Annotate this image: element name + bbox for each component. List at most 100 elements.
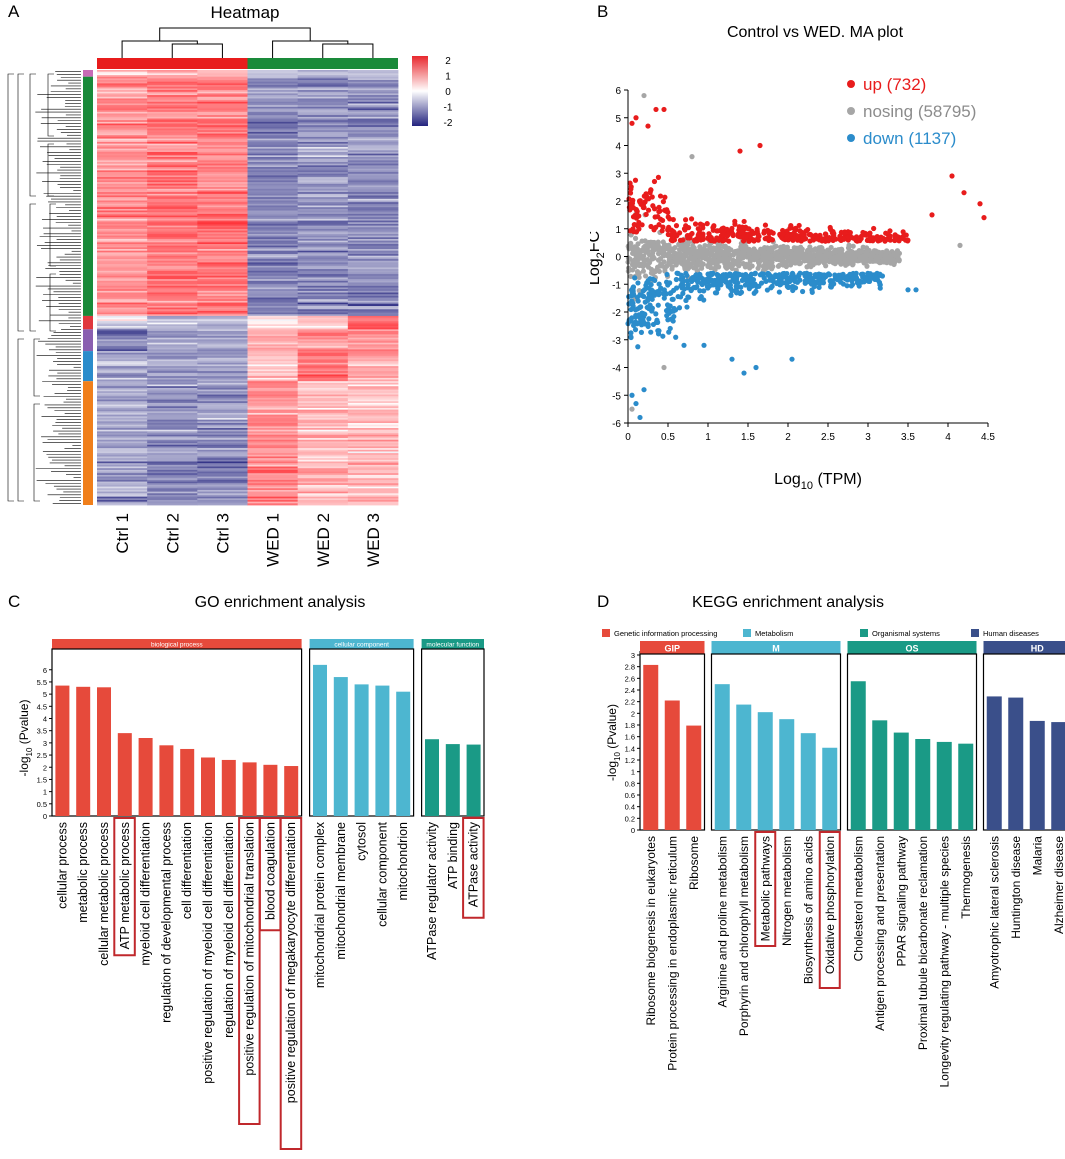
up-point xyxy=(888,233,893,238)
category-label: ATP metabolic process xyxy=(118,822,132,949)
row-dendrogram xyxy=(8,71,81,503)
y-tick-label: 2.5 xyxy=(37,751,47,760)
down-point xyxy=(626,319,631,324)
up-point xyxy=(746,232,751,237)
dendrogram-link xyxy=(34,404,40,501)
down-point xyxy=(646,286,651,291)
up-point xyxy=(656,209,661,214)
up-point xyxy=(893,233,898,238)
down-point xyxy=(822,272,827,277)
category-label: Ribosome biogenesis in eukaryotes xyxy=(644,836,658,1025)
up-point xyxy=(746,226,751,231)
up-point xyxy=(763,223,768,228)
category-label: cellular component xyxy=(375,821,389,926)
nosing-point xyxy=(644,262,649,267)
up-point xyxy=(651,227,656,232)
nosing-point xyxy=(850,251,855,256)
heatmap-cell xyxy=(147,503,198,505)
down-point xyxy=(828,278,833,283)
x-tick-label: 3.5 xyxy=(901,432,915,443)
y-tick-label: -4 xyxy=(612,364,621,375)
nosing-point xyxy=(769,265,774,270)
bar xyxy=(1030,721,1045,830)
up-point xyxy=(652,206,657,211)
bar xyxy=(180,749,194,816)
nosing-point xyxy=(859,248,864,253)
up-point xyxy=(714,235,719,240)
nosing-point xyxy=(839,247,844,252)
up-point xyxy=(674,223,679,228)
down-point xyxy=(809,281,814,286)
group-header-label-2: OS xyxy=(905,644,918,654)
category-label: regulation of myeloid cell differentiati… xyxy=(222,822,236,1038)
row-cluster-3 xyxy=(83,329,93,351)
y-tick-label: 0 xyxy=(615,253,621,264)
up-point xyxy=(689,231,694,236)
down-point xyxy=(859,272,864,277)
legend-label-1: Metabolism xyxy=(755,629,793,638)
nosing-point xyxy=(694,251,699,256)
up-point xyxy=(977,201,982,206)
category-label: myeloid cell differentiation xyxy=(139,822,153,966)
down-point xyxy=(844,283,849,288)
down-point xyxy=(765,287,770,292)
up-point xyxy=(848,234,853,239)
group-box-1 xyxy=(712,654,841,830)
x-tick-label: 4 xyxy=(945,432,951,443)
bar xyxy=(937,742,952,830)
heatmap-title: Heatmap xyxy=(211,3,280,22)
category-label: positive regulation of megakaryocyte dif… xyxy=(284,822,298,1103)
nosing-point xyxy=(628,241,633,246)
up-point xyxy=(828,227,833,232)
up-point xyxy=(693,221,698,226)
category-label: Proximal tubule bicarbonate reclamation xyxy=(916,836,930,1050)
category-label: PPAR signaling pathway xyxy=(894,836,908,967)
category-label: cell differentiation xyxy=(180,822,194,919)
up-point xyxy=(638,202,643,207)
up-point xyxy=(780,228,785,233)
down-point xyxy=(847,272,852,277)
up-point xyxy=(905,238,910,243)
up-point xyxy=(634,229,639,234)
down-point xyxy=(770,284,775,289)
nosing-point xyxy=(712,257,717,262)
down-point xyxy=(639,330,644,335)
category-label: Alzheimer disease xyxy=(1052,836,1065,934)
up-point xyxy=(629,184,634,189)
down-point xyxy=(633,401,638,406)
up-point xyxy=(792,235,797,240)
dendrogram-link xyxy=(30,74,36,196)
down-point xyxy=(787,279,792,284)
nosing-point xyxy=(846,257,851,262)
nosing-point xyxy=(816,260,821,265)
up-point xyxy=(755,227,760,232)
x-axis-title: Log10 (TPM) xyxy=(774,471,862,492)
nosing-point xyxy=(639,239,644,244)
down-point xyxy=(674,277,679,282)
legend-marker-down xyxy=(847,134,855,142)
down-point xyxy=(743,282,748,287)
up-point xyxy=(708,238,713,243)
nosing-point xyxy=(701,261,706,266)
category-label: mitochondrion xyxy=(396,822,410,901)
down-point xyxy=(652,278,657,283)
down-point xyxy=(656,331,661,336)
nosing-point xyxy=(710,248,715,253)
nosing-point xyxy=(776,264,781,269)
x-tick-label: 4.5 xyxy=(981,432,995,443)
down-point xyxy=(640,320,645,325)
down-point xyxy=(836,276,841,281)
category-label: Ribosome xyxy=(687,836,701,890)
down-point xyxy=(637,415,642,420)
y-tick-label: 5 xyxy=(615,114,621,125)
up-point xyxy=(770,237,775,242)
down-point xyxy=(768,274,773,279)
category-label: regulation of developmental process xyxy=(159,822,173,1023)
nosing-point xyxy=(756,260,761,265)
row-cluster-2 xyxy=(83,316,93,329)
group-header-label-0: GIP xyxy=(664,644,680,654)
y-tick-label: 5.5 xyxy=(37,678,47,687)
dendrogram-link xyxy=(160,28,311,41)
up-point xyxy=(842,230,847,235)
color-scale-bar xyxy=(412,56,428,126)
